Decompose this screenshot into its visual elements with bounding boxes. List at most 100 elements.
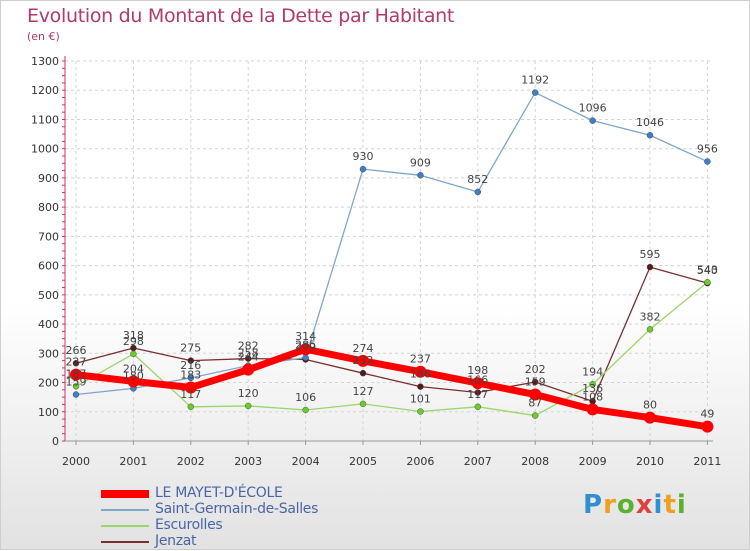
y-tick-label: 500 <box>38 289 59 302</box>
logo-letter: P <box>583 490 604 520</box>
data-label: 232 <box>353 354 374 367</box>
data-label: 166 <box>467 373 488 386</box>
data-label: 266 <box>66 344 87 357</box>
data-label: 285 <box>295 339 316 352</box>
series-line-2 <box>75 281 709 417</box>
x-tick-label: 2002 <box>177 455 205 468</box>
logo-letter: i <box>653 490 664 520</box>
data-label: 106 <box>295 391 316 404</box>
data-label: 543 <box>697 263 718 276</box>
y-tick-label: 100 <box>38 406 59 419</box>
data-point <box>184 381 197 394</box>
data-label: 202 <box>525 363 546 376</box>
x-tick-label: 2005 <box>349 455 377 468</box>
y-tick-label: 700 <box>38 230 59 243</box>
data-label: 127 <box>353 385 374 398</box>
legend-swatch <box>101 525 149 527</box>
x-tick-label: 2009 <box>579 455 607 468</box>
y-tick-label: 400 <box>38 318 59 331</box>
y-tick-label: 900 <box>38 172 59 185</box>
data-point <box>187 357 195 364</box>
legend-swatch <box>101 541 149 543</box>
data-label: 258 <box>238 347 259 360</box>
x-tick-label: 2006 <box>406 455 434 468</box>
data-point <box>72 360 80 367</box>
legend-label: Escurolles <box>155 517 223 533</box>
y-tick-label: 200 <box>38 377 59 390</box>
data-point <box>701 420 714 433</box>
data-point <box>474 403 481 410</box>
legend-label: LE MAYET-D'ÉCOLE <box>155 485 283 501</box>
series-points <box>70 89 714 433</box>
data-label: 80 <box>643 399 657 412</box>
x-tick-label: 2010 <box>636 455 664 468</box>
data-point <box>646 326 654 333</box>
data-point <box>704 158 711 165</box>
y-tick-label: 600 <box>38 260 59 273</box>
data-point <box>130 350 137 358</box>
data-point <box>359 400 367 408</box>
data-point <box>72 383 80 390</box>
data-point <box>474 389 481 396</box>
series-line-0 <box>72 345 711 431</box>
data-label: 540 <box>697 264 718 277</box>
data-label: 237 <box>410 353 431 366</box>
data-point <box>417 408 424 415</box>
legend-label: Jenzat <box>155 533 197 549</box>
data-label: 87 <box>528 397 542 410</box>
y-tick-label: 300 <box>38 347 59 360</box>
data-label: 120 <box>238 387 259 400</box>
data-point <box>302 406 309 414</box>
data-label: 930 <box>353 150 374 163</box>
data-point <box>70 368 82 381</box>
data-label: 956 <box>697 143 718 156</box>
legend-swatch <box>101 490 149 498</box>
data-label: 49 <box>700 408 714 421</box>
data-label: 1192 <box>521 74 549 87</box>
data-point <box>589 117 596 124</box>
data-point <box>471 377 484 390</box>
data-point <box>244 355 252 362</box>
data-label: 136 <box>582 382 603 395</box>
data-label: 1096 <box>579 102 607 115</box>
data-label: 595 <box>640 248 661 261</box>
y-tick-label: 0 <box>52 435 59 448</box>
data-point <box>417 383 424 390</box>
data-label: 244 <box>238 351 259 364</box>
data-point <box>414 365 427 378</box>
data-label: 216 <box>180 359 201 372</box>
x-tick-label: 2011 <box>693 455 721 468</box>
x-tick-label: 2007 <box>464 455 492 468</box>
data-point <box>532 378 539 386</box>
data-label: 186 <box>410 368 431 381</box>
data-point <box>586 403 599 416</box>
data-point <box>644 411 656 424</box>
data-label: 108 <box>582 390 603 403</box>
data-label: 314 <box>295 330 316 343</box>
logo-letter: x <box>635 490 654 520</box>
data-label: 180 <box>123 369 144 382</box>
data-label: 101 <box>410 392 431 405</box>
data-label: 282 <box>238 340 259 353</box>
data-label: 909 <box>410 156 431 169</box>
data-point <box>589 381 596 388</box>
data-point <box>127 375 140 388</box>
data-point <box>242 363 255 376</box>
y-tick-label: 1300 <box>31 55 59 68</box>
y-tick-label: 800 <box>38 201 59 214</box>
chart-subtitle: (en €) <box>27 30 60 43</box>
data-point <box>72 391 80 398</box>
legend-label: Saint-Germain-de-Salles <box>155 501 319 517</box>
data-point <box>417 172 424 179</box>
data-point <box>299 343 312 356</box>
data-label: 382 <box>640 310 661 323</box>
series-line-3 <box>75 266 709 402</box>
data-point <box>474 188 481 196</box>
data-label: 204 <box>123 362 144 375</box>
data-point <box>359 369 367 377</box>
series-lines <box>72 91 711 431</box>
data-label: 159 <box>66 376 87 389</box>
